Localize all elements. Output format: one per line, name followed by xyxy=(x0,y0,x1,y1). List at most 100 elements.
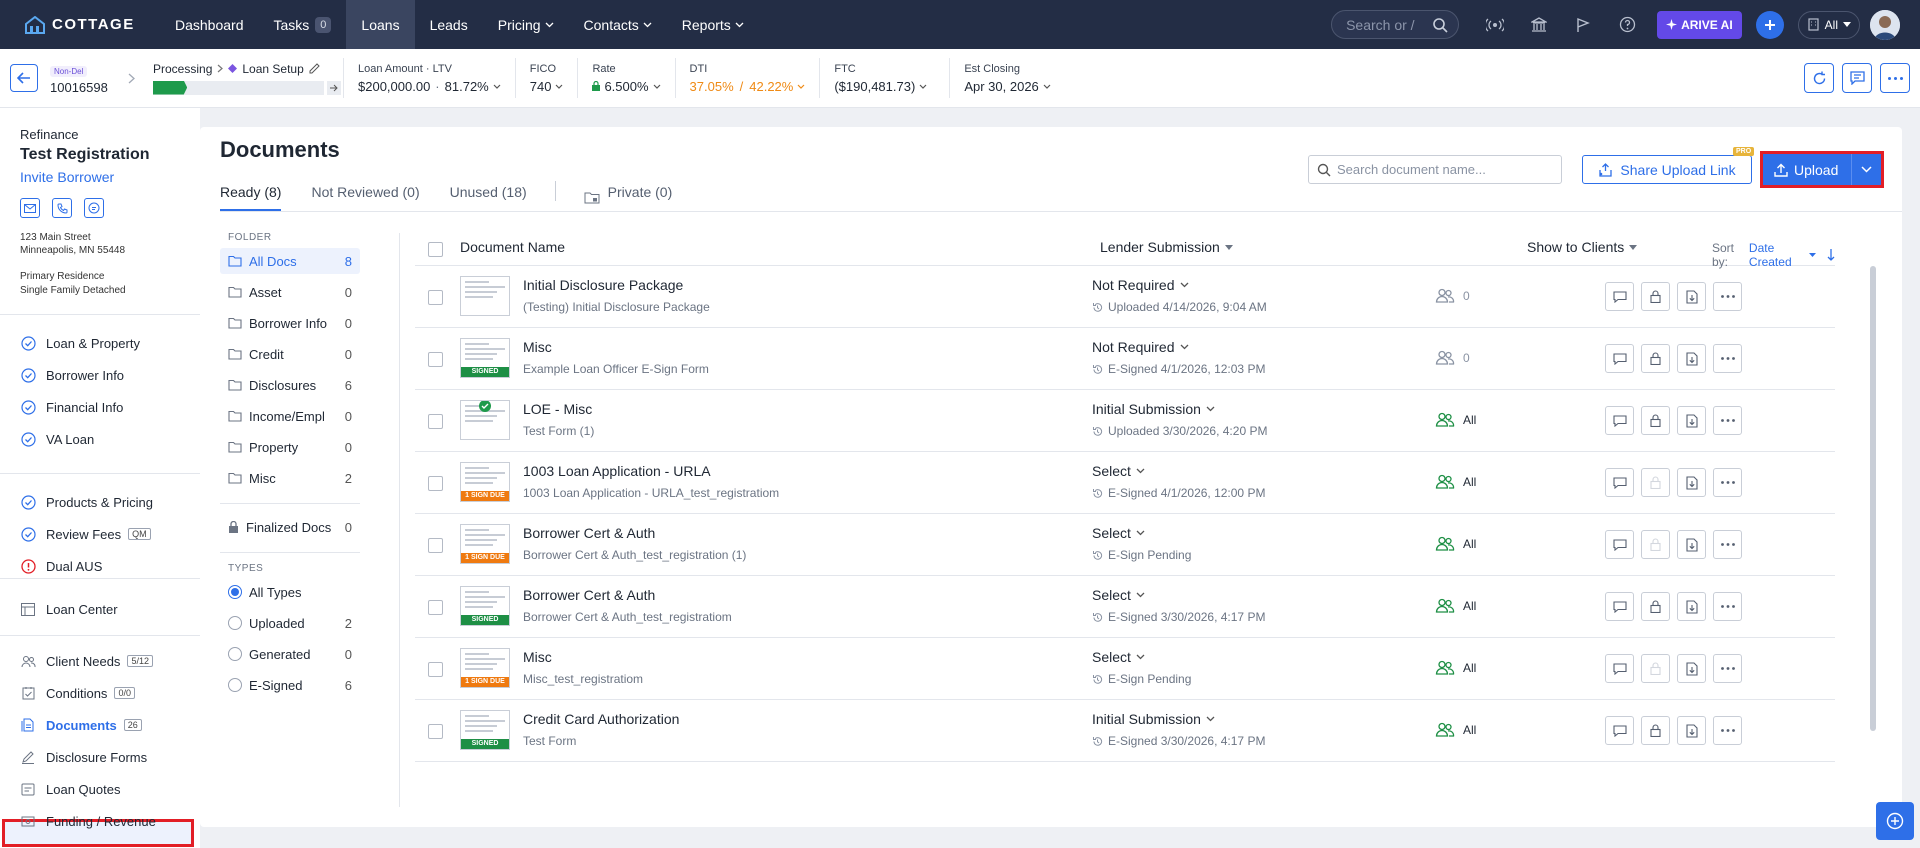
est-closing-metric[interactable]: Est Closing Apr 30, 2026 xyxy=(949,58,1064,98)
back-button[interactable] xyxy=(10,64,38,92)
chat-icon[interactable] xyxy=(84,198,104,218)
download-file-button[interactable] xyxy=(1677,344,1706,373)
comment-button[interactable] xyxy=(1605,592,1634,621)
more-horizontal-button[interactable] xyxy=(1713,716,1742,745)
type-radio[interactable] xyxy=(228,585,242,599)
help-icon[interactable] xyxy=(1612,10,1642,40)
document-name[interactable]: 1003 Loan Application - URLA xyxy=(523,463,711,479)
table-row[interactable]: 1 SIGN DUE Borrower Cert & Auth Borrower C… xyxy=(415,514,1835,576)
show-to-clients[interactable]: All xyxy=(1435,660,1476,675)
type-e-signed[interactable]: E-Signed 6 xyxy=(220,672,360,698)
table-row[interactable]: SIGNED Misc Example Loan Officer E-Sign Fo… xyxy=(415,328,1835,390)
show-to-clients[interactable]: All xyxy=(1435,412,1476,427)
more-horizontal-button[interactable] xyxy=(1713,530,1742,559)
arrow-right-icon[interactable] xyxy=(327,80,341,95)
lender-submission-select[interactable]: Select xyxy=(1092,463,1145,479)
scope-select[interactable]: All xyxy=(1797,10,1860,39)
download-file-button[interactable] xyxy=(1677,654,1706,683)
download-file-button[interactable] xyxy=(1677,406,1706,435)
show-to-clients[interactable]: All xyxy=(1435,722,1476,737)
download-file-button[interactable] xyxy=(1677,716,1706,745)
download-file-button[interactable] xyxy=(1677,282,1706,311)
document-name[interactable]: Borrower Cert & Auth xyxy=(523,525,656,541)
upload-options-dropdown[interactable] xyxy=(1851,154,1881,185)
table-scrollbar[interactable] xyxy=(1870,266,1876,731)
invite-borrower-link[interactable]: Invite Borrower xyxy=(20,169,115,185)
lender-submission-select[interactable]: Initial Submission xyxy=(1092,711,1215,727)
document-name[interactable]: Misc xyxy=(523,339,552,355)
nav-item-pricing[interactable]: Pricing xyxy=(483,0,569,49)
show-to-clients[interactable]: All xyxy=(1435,598,1476,613)
tab-unused[interactable]: Unused (18) xyxy=(449,184,527,200)
table-row[interactable]: 1 SIGN DUE 1003 Loan Application - URLA 10… xyxy=(415,452,1835,514)
sidebar-item-loan-quotes[interactable]: Loan Quotes xyxy=(20,779,120,799)
download-file-button[interactable] xyxy=(1677,530,1706,559)
table-row[interactable]: SIGNED Borrower Cert & Auth Borrower Cert … xyxy=(415,576,1835,638)
lock-button[interactable] xyxy=(1641,406,1670,435)
broadcast-icon[interactable] xyxy=(1480,10,1510,40)
folder-finalized-docs[interactable]: Finalized Docs 0 xyxy=(220,514,360,540)
lock-button[interactable] xyxy=(1641,344,1670,373)
document-thumbnail[interactable]: 1 SIGN DUE xyxy=(460,648,510,688)
global-search-input[interactable]: Search or / xyxy=(1331,10,1460,39)
row-checkbox[interactable] xyxy=(428,352,443,367)
table-row[interactable]: LOE - Misc Test Form (1) Initial Submissio… xyxy=(415,390,1835,452)
lock-button[interactable] xyxy=(1641,282,1670,311)
sort-direction-icon[interactable] xyxy=(1827,249,1835,261)
nav-item-contacts[interactable]: Contacts xyxy=(569,0,667,49)
table-row[interactable]: SIGNED Credit Card Authorization Test Form… xyxy=(415,700,1835,762)
document-thumbnail[interactable]: 1 SIGN DUE xyxy=(460,524,510,564)
comment-button[interactable] xyxy=(1605,282,1634,311)
comment-button[interactable] xyxy=(1605,654,1634,683)
sidebar-item-client-needs[interactable]: Client Needs 5/12 xyxy=(20,651,153,671)
column-show-to-clients[interactable]: Show to Clients xyxy=(1527,239,1638,255)
sidebar-item-conditions[interactable]: Conditions 0/0 xyxy=(20,683,135,703)
edit-icon[interactable] xyxy=(309,63,320,74)
type-all-types[interactable]: All Types xyxy=(220,579,360,605)
tab-private[interactable]: Private (0) xyxy=(584,175,672,211)
document-thumbnail[interactable]: SIGNED xyxy=(460,338,510,378)
row-checkbox[interactable] xyxy=(428,724,443,739)
type-radio[interactable] xyxy=(228,678,242,692)
document-name[interactable]: Misc xyxy=(523,649,552,665)
type-radio[interactable] xyxy=(228,616,242,630)
comment-button[interactable] xyxy=(1605,716,1634,745)
lock-button[interactable] xyxy=(1641,592,1670,621)
more-horizontal-button[interactable] xyxy=(1713,592,1742,621)
lender-submission-select[interactable]: Select xyxy=(1092,587,1145,603)
comment-button[interactable] xyxy=(1605,406,1634,435)
table-row[interactable]: Initial Disclosure Package (Testing) Init… xyxy=(415,266,1835,328)
brand-logo[interactable]: COTTAGE xyxy=(24,15,160,34)
tab-ready[interactable]: Ready (8) xyxy=(220,175,282,211)
email-icon[interactable] xyxy=(20,198,40,218)
flag-icon[interactable] xyxy=(1568,10,1598,40)
phone-icon[interactable] xyxy=(52,198,72,218)
tab-not[interactable]: Not Reviewed (0) xyxy=(311,184,420,200)
folder-asset[interactable]: Asset 0 xyxy=(220,279,360,305)
row-checkbox[interactable] xyxy=(428,662,443,677)
folder-credit[interactable]: Credit 0 xyxy=(220,341,360,367)
table-row[interactable]: 1 SIGN DUE Misc Misc_test_registratiom Sele… xyxy=(415,638,1835,700)
document-thumbnail[interactable] xyxy=(460,400,510,440)
sidebar-item-funding-revenue[interactable]: Funding / Revenue xyxy=(20,811,156,831)
fico-metric[interactable]: FICO 740 xyxy=(514,58,578,98)
folder-disclosures[interactable]: Disclosures 6 xyxy=(220,372,360,398)
lender-submission-select[interactable]: Not Required xyxy=(1092,339,1189,355)
folder-borrower-info[interactable]: Borrower Info 0 xyxy=(220,310,360,336)
download-file-button[interactable] xyxy=(1677,468,1706,497)
folder-all-docs[interactable]: All Docs 8 xyxy=(220,248,360,274)
row-checkbox[interactable] xyxy=(428,290,443,305)
sidebar-item-disclosure-forms[interactable]: Disclosure Forms xyxy=(20,747,147,767)
loan-amount-metric[interactable]: Loan Amount · LTV $200,000.00 · 81.72% xyxy=(343,58,515,98)
show-to-clients[interactable]: 0 xyxy=(1435,350,1470,365)
more-horizontal-button[interactable] xyxy=(1713,654,1742,683)
folder-property[interactable]: Property 0 xyxy=(220,434,360,460)
sidebar-item-loan-property[interactable]: Loan & Property xyxy=(20,333,140,353)
share-upload-link-button[interactable]: Share Upload Link xyxy=(1582,155,1752,184)
nav-item-dashboard[interactable]: Dashboard xyxy=(160,0,259,49)
nav-item-reports[interactable]: Reports xyxy=(667,0,759,49)
document-name[interactable]: Initial Disclosure Package xyxy=(523,277,684,293)
sidebar-item-dual-aus[interactable]: Dual AUS xyxy=(20,556,102,576)
messages-button[interactable] xyxy=(1842,63,1872,93)
sidebar-item-borrower-info[interactable]: Borrower Info xyxy=(20,365,124,385)
